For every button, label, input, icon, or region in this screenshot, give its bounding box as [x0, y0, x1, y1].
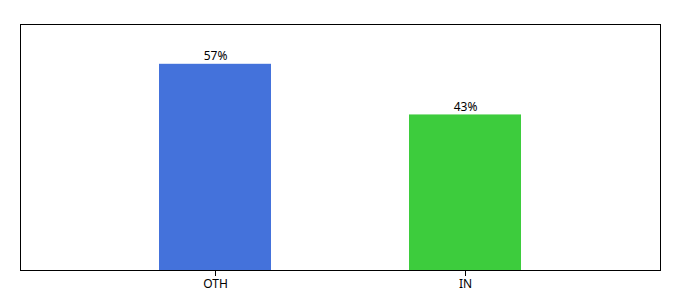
svg-text:IN: IN — [459, 275, 472, 292]
svg-text:OTH: OTH — [203, 275, 228, 292]
svg-text:43%: 43% — [454, 98, 478, 115]
svg-text:57%: 57% — [204, 47, 228, 64]
